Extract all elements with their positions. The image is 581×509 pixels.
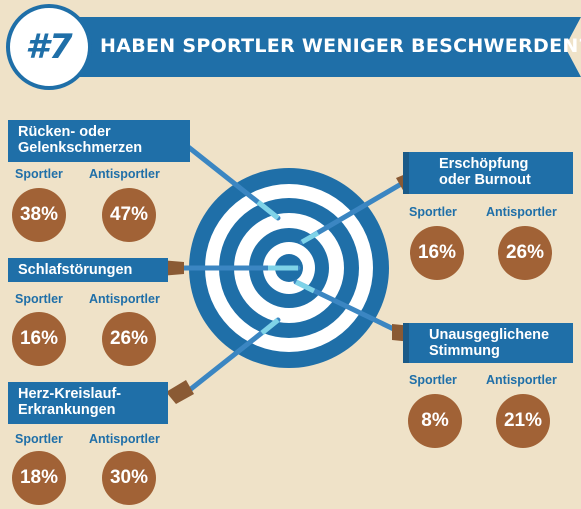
category-label: Unausgeglichene [429, 327, 550, 343]
category-label: Herz-Kreislauf- [18, 386, 122, 402]
header-banner [40, 17, 581, 77]
category-banner-mood: Unausgeglichene Stimmung [403, 323, 573, 363]
antisportler-value: 30% [102, 451, 156, 505]
page-title: HABEN SPORTLER WENIGER BESCHWERDEN? [100, 35, 581, 57]
sportler-value: 16% [410, 226, 464, 280]
sportler-label: Sportler [409, 373, 457, 387]
antisportler-value: 26% [498, 226, 552, 280]
sportler-value: 18% [12, 451, 66, 505]
category-label: Erschöpfung [439, 156, 529, 172]
number-badge: #7 [6, 4, 92, 90]
category-label: Erkrankungen [18, 402, 116, 418]
antisportler-label: Antisportler [486, 205, 557, 219]
sportler-value: 38% [12, 188, 66, 242]
category-label: Rücken- oder [18, 124, 111, 140]
antisportler-label: Antisportler [89, 292, 160, 306]
badge-number: #7 [25, 27, 73, 67]
antisportler-label: Antisportler [89, 432, 160, 446]
category-banner-heart: Herz-Kreislauf- Erkrankungen [8, 382, 168, 424]
antisportler-value: 47% [102, 188, 156, 242]
category-banner-sleep: Schlafstörungen [8, 258, 168, 282]
category-banner-burnout: Erschöpfung oder Burnout [403, 152, 573, 194]
antisportler-label: Antisportler [89, 167, 160, 181]
sportler-label: Sportler [409, 205, 457, 219]
category-label: oder Burnout [439, 172, 531, 188]
category-label: Stimmung [429, 343, 500, 359]
category-label: Gelenkschmerzen [18, 140, 143, 156]
category-banner-back-pain: Rücken- oder Gelenkschmerzen [8, 120, 190, 162]
sportler-value: 8% [408, 394, 462, 448]
sportler-label: Sportler [15, 292, 63, 306]
sportler-label: Sportler [15, 432, 63, 446]
antisportler-value: 21% [496, 394, 550, 448]
antisportler-label: Antisportler [486, 373, 557, 387]
sportler-label: Sportler [15, 167, 63, 181]
sportler-value: 16% [12, 312, 66, 366]
antisportler-value: 26% [102, 312, 156, 366]
category-label: Schlafstörungen [18, 262, 133, 278]
